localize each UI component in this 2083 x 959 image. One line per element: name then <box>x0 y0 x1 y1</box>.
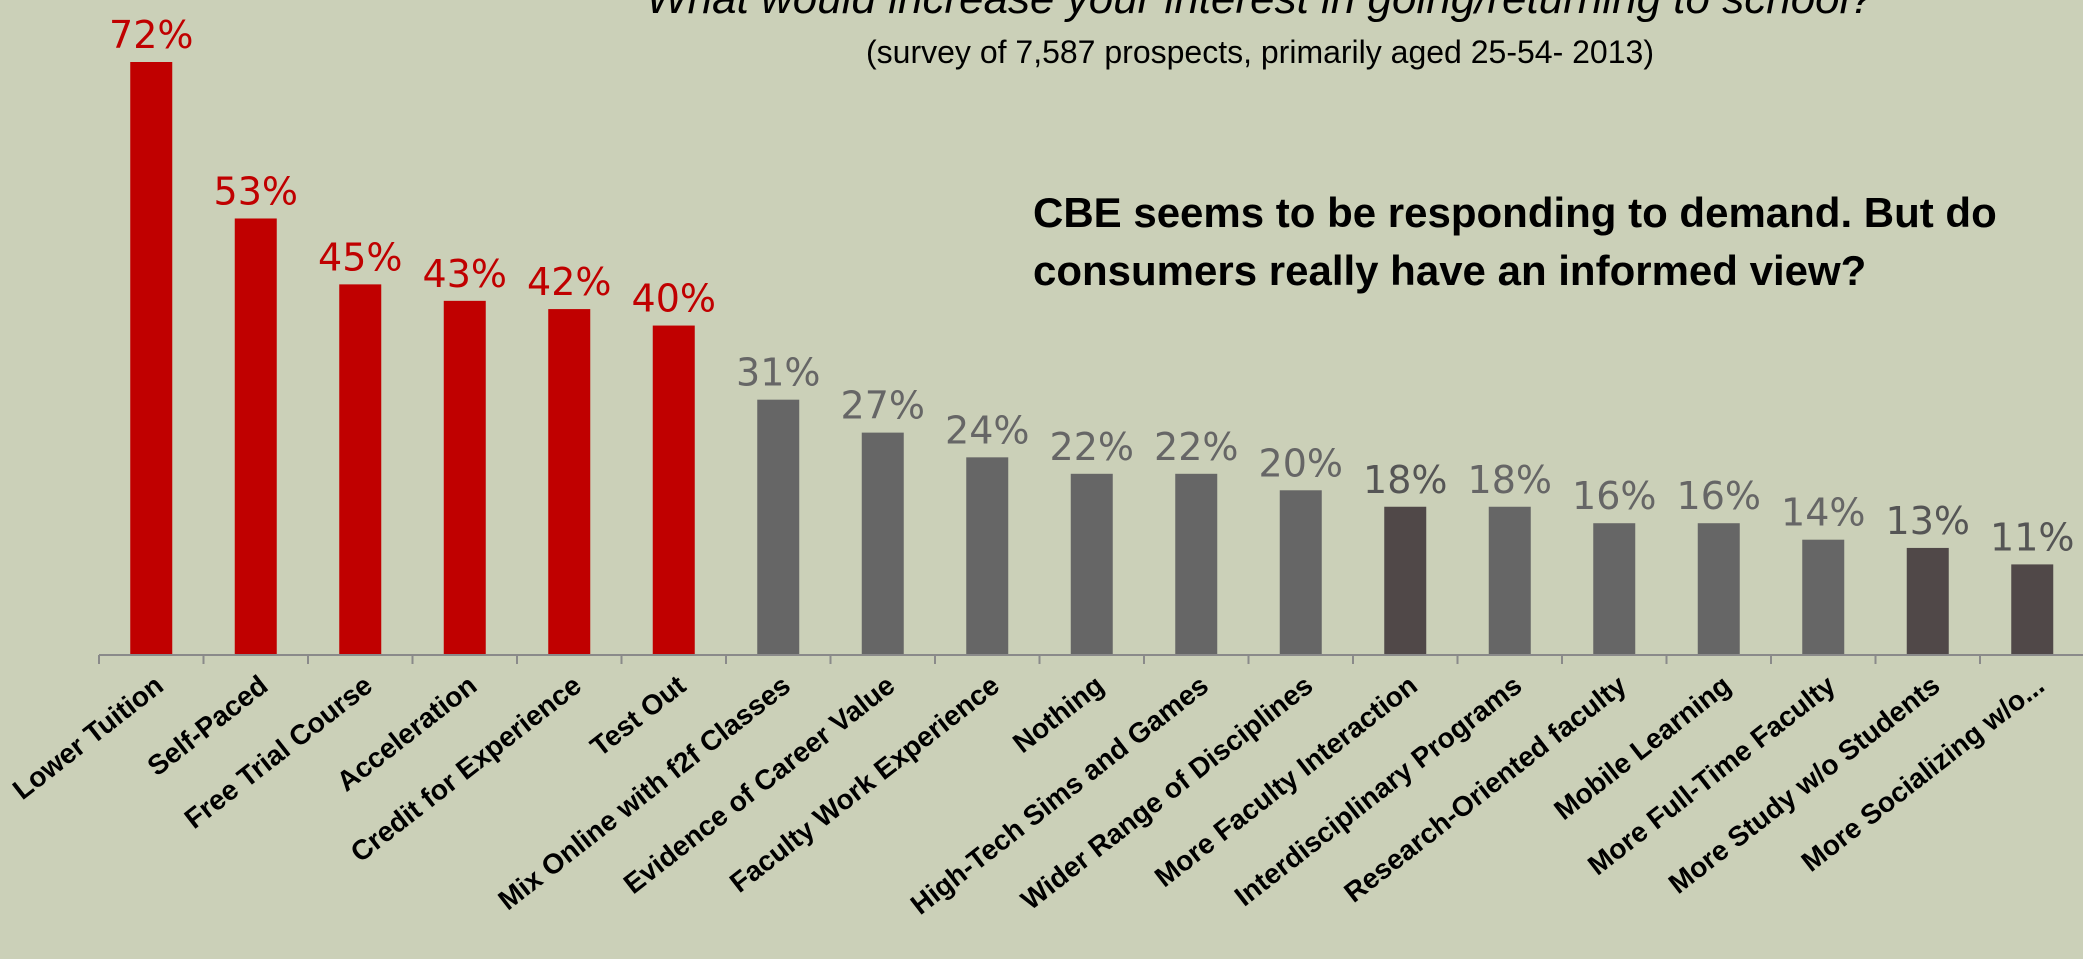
data-label-4: 42% <box>527 260 611 304</box>
category-label-9: Nothing <box>1007 669 1109 759</box>
bar-5 <box>652 325 695 655</box>
bar-7 <box>861 432 904 655</box>
bar-3 <box>443 300 486 655</box>
data-label-3: 43% <box>423 252 507 296</box>
bars-group: 72% 53% 45% 43% 42% 40% 31% 27% 24% 22% 22% 20% 18% 1… <box>109 13 2074 655</box>
bar-11 <box>1279 490 1322 655</box>
bar-18 <box>2011 564 2054 655</box>
bar-9 <box>1070 473 1113 655</box>
bar-12 <box>1384 506 1427 655</box>
bar-16 <box>1802 539 1845 655</box>
bar-14 <box>1593 523 1636 655</box>
data-label-18: 11% <box>1990 515 2074 559</box>
category-label-2: Free Trial Course <box>179 669 378 834</box>
chart-title: What would increase your interest in goi… <box>560 0 1960 24</box>
data-label-8: 24% <box>945 408 1029 452</box>
data-label-17: 13% <box>1886 499 1970 543</box>
bar-0 <box>130 62 173 655</box>
data-label-14: 16% <box>1572 474 1656 518</box>
bar-2 <box>339 284 382 655</box>
data-label-2: 45% <box>318 235 402 279</box>
data-label-11: 20% <box>1259 441 1343 485</box>
data-label-16: 14% <box>1781 491 1865 535</box>
data-label-12: 18% <box>1363 458 1447 502</box>
bar-1 <box>234 218 277 655</box>
bar-4 <box>548 309 591 655</box>
category-label-0: Lower Tuition <box>7 669 169 805</box>
bar-6 <box>757 399 800 655</box>
data-label-6: 31% <box>736 351 820 395</box>
chart-subtitle: (survey of 7,587 prospects, primarily ag… <box>866 34 1654 70</box>
data-label-10: 22% <box>1154 425 1238 469</box>
bar-15 <box>1697 523 1740 655</box>
data-label-15: 16% <box>1677 474 1761 518</box>
chart-annotation: CBE seems to be responding to demand. Bu… <box>1033 189 1997 294</box>
data-label-1: 53% <box>214 169 298 213</box>
category-label-15: Mobile Learning <box>1548 669 1736 826</box>
bar-10 <box>1175 473 1218 655</box>
bar-8 <box>966 457 1009 655</box>
data-label-7: 27% <box>841 384 925 428</box>
data-label-0: 72% <box>109 13 193 57</box>
data-label-5: 40% <box>632 277 716 321</box>
bar-17 <box>1906 547 1949 655</box>
data-label-13: 18% <box>1468 458 1552 502</box>
data-label-9: 22% <box>1050 425 1134 469</box>
bar-13 <box>1488 506 1531 655</box>
